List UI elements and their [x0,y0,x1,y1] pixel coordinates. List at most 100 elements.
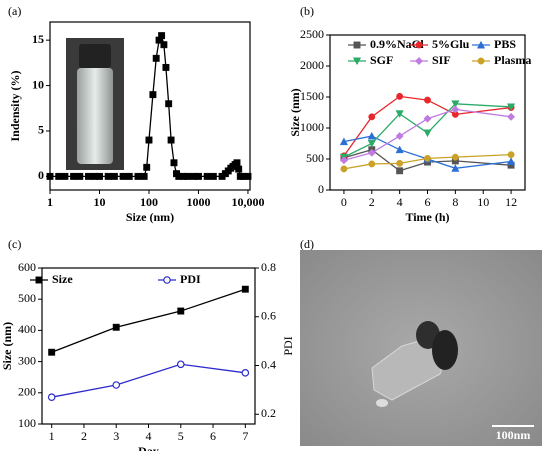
x-axis-title: Day [138,444,159,451]
x-tick-label: 10,000 [231,195,264,209]
data-point [140,172,148,180]
data-point [339,156,348,165]
panel-label: (b) [300,4,314,18]
data-point [368,113,376,121]
legend-label: Size [52,272,73,286]
data-point [396,92,404,100]
y-tick-label: 2500 [300,27,324,41]
x-tick-label: 2 [369,195,375,209]
legend-marker [35,276,43,284]
data-point [395,145,404,154]
data-point [170,159,178,167]
data-point [112,323,120,331]
data-point [47,393,56,401]
legend-label: PBS [494,37,516,51]
y2-axis-title: PDI [281,336,295,355]
data-point [167,136,175,144]
tem-particle [371,337,449,401]
data-point [165,100,173,108]
data-point [424,154,431,162]
legend-marker [352,57,362,66]
y-tick-label: 300 [18,353,36,367]
data-point [177,307,185,315]
legend-label: PDI [180,272,201,286]
legend-marker [163,276,171,284]
x-tick-label: 8 [452,195,458,209]
data-point [209,172,217,180]
data-point [203,172,211,180]
series-line [51,288,246,353]
x-tick-label: 4 [146,429,152,443]
data-point [507,112,516,121]
data-point [506,157,516,165]
data-point [367,148,376,157]
data-point [395,132,404,141]
data-point [112,381,121,389]
x-tick-label: 100 [140,195,158,209]
data-point [96,172,103,180]
y-tick-label: 500 [306,151,324,165]
legend-label: Plasma [494,53,531,67]
y-axis-title: Indensity (%) [8,70,22,141]
vial-photo [66,38,124,170]
x-tick-label: 6 [425,195,431,209]
data-point [395,110,404,118]
y-tick-label: 15 [32,32,44,46]
data-point [368,160,376,168]
legend-marker [353,41,361,49]
x-axis-title: Time (h) [405,210,449,224]
data-point [233,159,241,167]
data-point [340,165,348,173]
legend-marker [414,56,424,66]
y-tick-label: 1000 [300,120,324,134]
y-tick-label: 2000 [300,58,324,72]
data-point [396,167,404,175]
data-point [241,369,250,377]
data-point [55,172,63,180]
tem-particle [376,399,388,407]
data-point [424,96,431,104]
x-tick-label: 3 [113,429,119,443]
data-point [184,172,191,180]
legend-marker [476,40,486,49]
panel-label: (d) [300,237,314,251]
series-line [343,95,512,157]
data-point [125,172,133,180]
data-point [507,151,515,159]
data-point [134,172,142,180]
data-point [152,54,160,62]
y2-tick-label: 0.2 [261,406,276,420]
y-tick-label: 500 [18,291,36,305]
data-point [110,172,118,180]
x-tick-label: 12 [505,195,517,209]
data-point [61,172,69,180]
legend-marker [477,57,485,65]
data-point [85,172,92,180]
data-point [451,164,460,172]
x-tick-label: 1000 [186,195,210,209]
y-tick-label: 10 [32,77,44,91]
legend-label: 0.9%NaCl [370,37,424,51]
data-point [451,153,459,161]
x-tick-label: 10 [477,195,489,209]
data-point [423,114,432,123]
panel-label: (a) [8,4,21,18]
data-point [423,129,432,138]
scale-bar-label: 100nm [496,428,531,442]
x-axis-title: Size (nm) [126,210,174,224]
plot-frame [49,21,251,191]
y-tick-label: 1500 [300,89,324,103]
data-point [241,285,249,293]
series-line [343,154,512,170]
data-point [70,172,78,180]
y-tick-label: 100 [18,416,36,430]
data-point [451,105,460,114]
data-point [176,360,185,369]
data-point [506,103,516,112]
y-tick-label: 600 [18,260,36,274]
x-tick-label: 6 [210,429,216,443]
data-point [367,140,376,148]
legend-marker [415,41,423,49]
x-tick-label: 1 [47,195,53,209]
